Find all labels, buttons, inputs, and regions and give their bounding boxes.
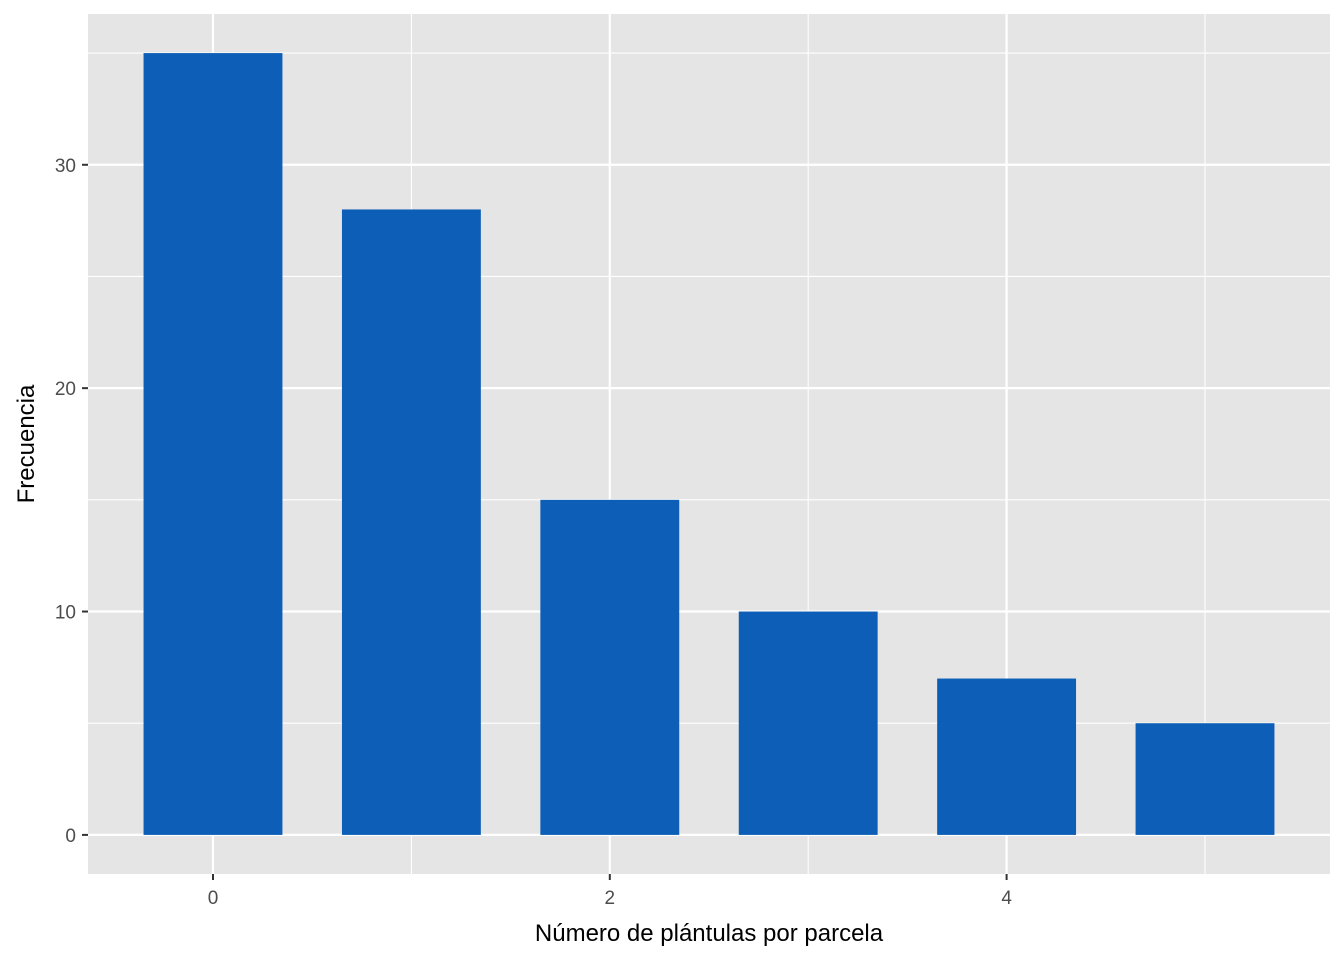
bar-2 (540, 499, 680, 835)
y-tick-label: 0 (65, 826, 76, 847)
bar-4 (937, 678, 1077, 835)
x-axis-title: Número de plántulas por parcela (535, 920, 884, 947)
bar-1 (341, 209, 481, 835)
x-tick-label: 0 (208, 888, 219, 909)
y-tick-label: 30 (55, 156, 76, 177)
y-tick-label: 20 (55, 379, 76, 400)
bar-3 (738, 611, 878, 835)
minor-gridlines (88, 14, 1330, 874)
plot-panel (88, 14, 1330, 874)
x-tick-label: 2 (605, 888, 616, 909)
x-tick-label: 4 (1001, 888, 1012, 909)
y-tick-label: 10 (55, 603, 76, 624)
x-axis: 0 2 4 (208, 874, 1012, 909)
y-axis-title: Frecuencia (13, 384, 40, 503)
bar-0 (143, 53, 283, 835)
bars (143, 53, 1275, 835)
y-axis: 0 10 20 30 (55, 156, 88, 847)
bar-5 (1135, 723, 1275, 835)
